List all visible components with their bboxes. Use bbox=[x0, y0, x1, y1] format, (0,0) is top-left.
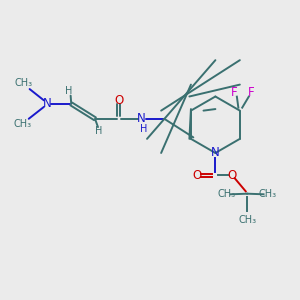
Text: H: H bbox=[140, 124, 148, 134]
Text: CH₃: CH₃ bbox=[259, 189, 277, 199]
Text: O: O bbox=[114, 94, 123, 107]
Text: F: F bbox=[231, 86, 238, 99]
Text: CH₃: CH₃ bbox=[14, 119, 32, 129]
Text: F: F bbox=[248, 86, 254, 99]
Text: N: N bbox=[211, 146, 220, 160]
Text: O: O bbox=[227, 169, 236, 182]
Text: CH₃: CH₃ bbox=[238, 215, 256, 225]
Text: H: H bbox=[65, 86, 73, 96]
Text: O: O bbox=[192, 169, 202, 182]
Text: H: H bbox=[95, 126, 102, 136]
Text: CH₃: CH₃ bbox=[15, 78, 33, 88]
Text: N: N bbox=[137, 112, 146, 125]
Text: CH₃: CH₃ bbox=[217, 189, 236, 199]
Text: N: N bbox=[43, 98, 52, 110]
